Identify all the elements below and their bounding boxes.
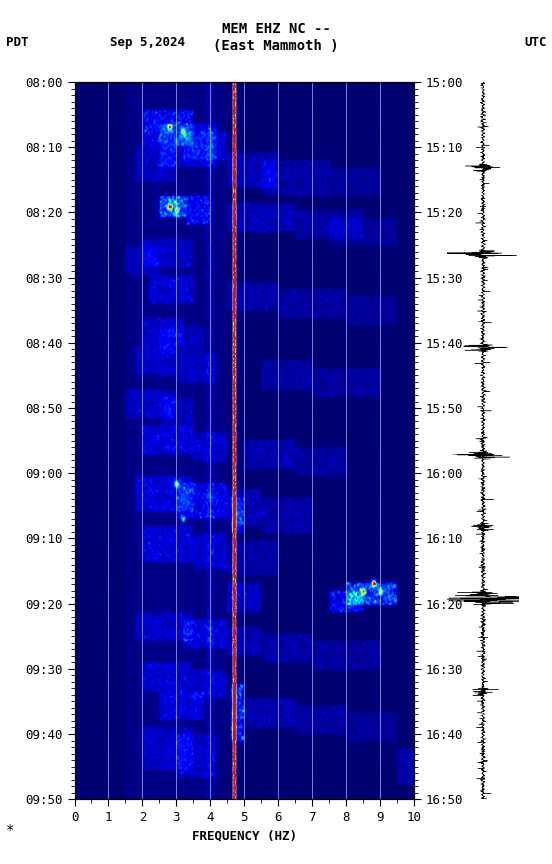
Text: PDT: PDT bbox=[6, 36, 28, 49]
Text: UTC: UTC bbox=[524, 36, 546, 49]
X-axis label: FREQUENCY (HZ): FREQUENCY (HZ) bbox=[192, 829, 297, 842]
Text: (East Mammoth ): (East Mammoth ) bbox=[213, 39, 339, 53]
Text: Sep 5,2024: Sep 5,2024 bbox=[110, 36, 185, 49]
Text: MEM EHZ NC --: MEM EHZ NC -- bbox=[221, 22, 331, 35]
Text: *: * bbox=[6, 823, 14, 836]
